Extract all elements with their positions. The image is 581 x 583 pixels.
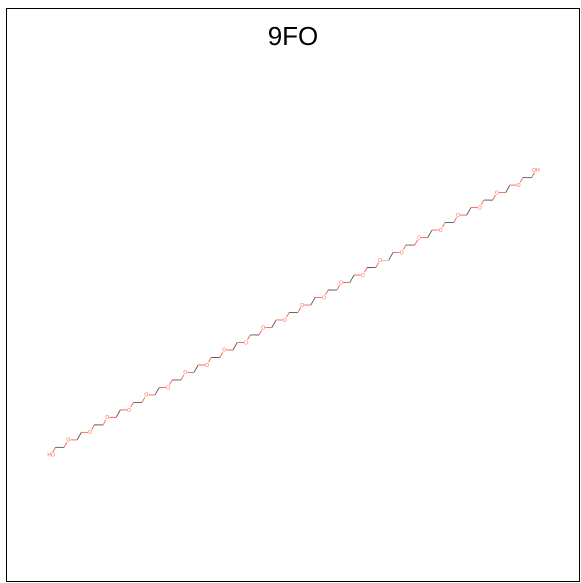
ether-oxygen-2-bg [105,414,110,420]
ether-oxygen-15: O [361,273,365,279]
ether-oxygen-0-bg [66,437,71,443]
ether-oxygen-2: O [105,415,109,421]
ether-oxygen-10-bg [261,324,266,330]
ether-oxygen-12: O [300,303,304,309]
ether-oxygen-14: O [339,280,343,286]
bond-4 [76,432,82,441]
ether-oxygen-9-bg [243,339,248,345]
bond-28 [232,342,238,351]
ether-oxygen-21-bg [477,204,482,211]
ether-oxygen-23: O [517,183,521,189]
bond-10 [115,409,121,418]
ether-oxygen-22-bg [494,189,500,195]
ether-oxygen-5-bg [165,384,171,390]
structure-panel: 9FO [6,8,580,582]
ether-oxygen-13: O [322,295,326,301]
ether-oxygen-14-bg [339,279,344,285]
terminal-hydroxyl-left-bg [47,452,55,458]
ether-oxygen-7: O [205,363,209,369]
ether-oxygen-0: O [66,438,70,444]
ether-oxygen-1: O [88,430,92,436]
ether-oxygen-4: O [144,393,148,399]
ether-oxygen-6: O [183,370,187,376]
ether-oxygen-7-bg [204,362,210,368]
bond-70 [505,184,511,193]
ether-oxygen-11: O [283,318,287,324]
terminal-hydroxyl-left: HO [47,453,55,459]
bond-58 [427,229,433,238]
ether-oxygen-8: O [222,348,226,354]
bond-34 [271,319,277,328]
ether-oxygen-21: O [478,205,482,211]
ether-oxygen-19: O [439,228,443,234]
ether-oxygen-10: O [261,325,265,331]
molecule-title: 9FO [267,21,319,51]
ether-oxygen-12-bg [300,302,305,308]
ether-oxygen-11-bg [282,317,287,323]
ether-oxygen-8-bg [222,347,227,353]
ether-oxygen-17-bg [399,249,404,255]
ether-oxygen-15-bg [360,272,365,278]
terminal-hydroxyl-right: OH [532,168,540,174]
ether-oxygen-5: O [166,385,170,391]
ether-oxygen-9: O [244,340,248,346]
bond-52 [388,252,394,261]
ether-oxygen-13-bg [321,294,326,300]
ether-oxygen-3-bg [126,407,132,413]
bond-64 [466,207,472,216]
ether-oxygen-22: O [495,190,499,196]
ether-oxygen-16: O [378,258,382,264]
ether-oxygen-18: O [417,235,421,241]
bond-46 [349,274,355,283]
ether-oxygen-6-bg [183,369,188,375]
bond-40 [310,297,316,306]
ether-oxygen-19-bg [438,227,443,233]
ether-oxygen-18-bg [416,234,422,240]
ether-oxygen-20-bg [455,212,461,218]
bond-16 [154,387,160,396]
ether-oxygen-17: O [400,250,404,256]
ether-oxygen-4-bg [144,392,149,398]
terminal-hydroxyl-right-bg [532,167,540,173]
ether-oxygen-16-bg [377,257,383,263]
bond-22 [193,364,199,373]
ether-oxygen-1-bg [87,429,93,435]
ether-oxygen-3: O [127,408,131,414]
ether-oxygen-20: O [456,213,460,219]
ether-oxygen-23-bg [516,182,521,188]
